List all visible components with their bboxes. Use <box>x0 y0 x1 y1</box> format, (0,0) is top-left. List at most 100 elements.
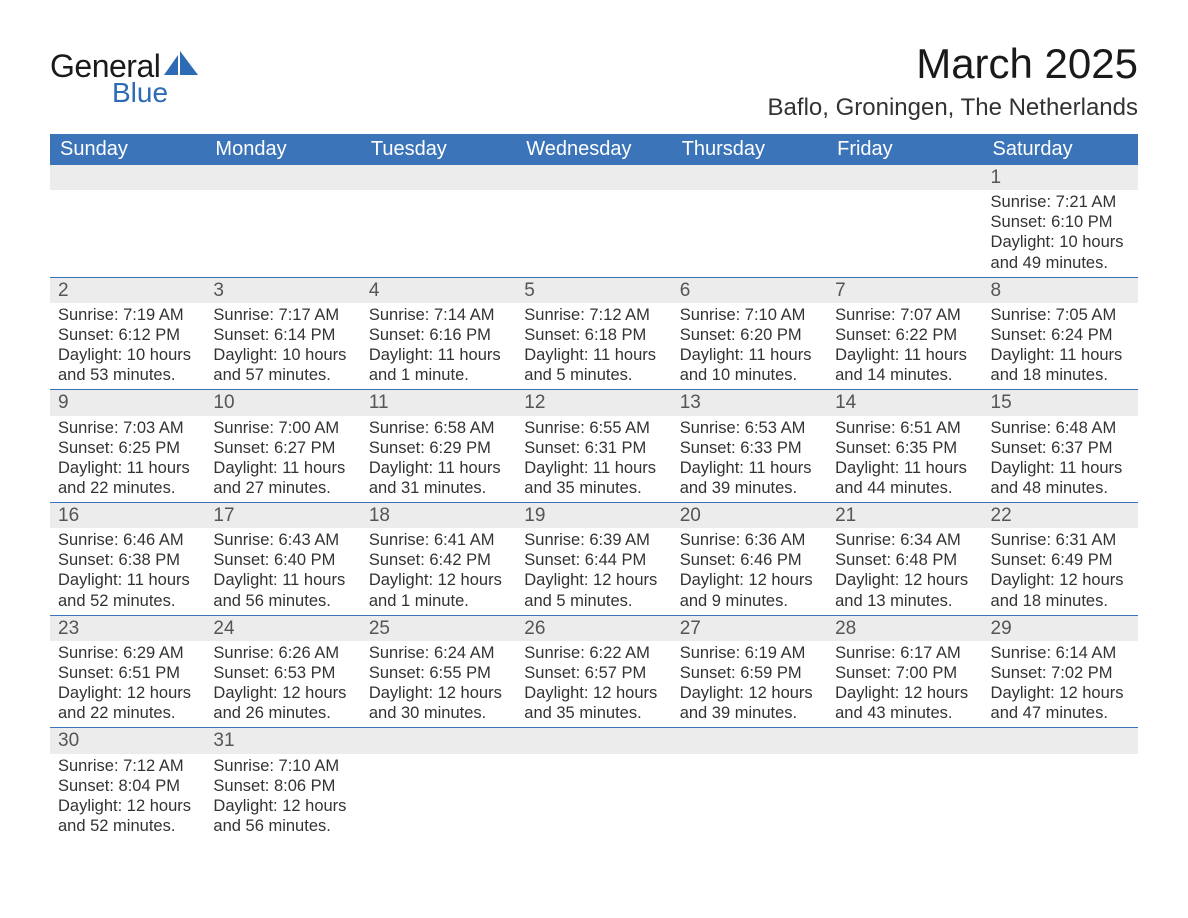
day-number: 15 <box>983 390 1138 415</box>
day-number: 30 <box>50 728 205 753</box>
daylight-text: Daylight: 12 hours and 56 minutes. <box>213 796 352 836</box>
sunrise-text: Sunrise: 6:26 AM <box>213 643 352 663</box>
day-cell-number <box>50 165 205 190</box>
day-cell-body: Sunrise: 6:41 AMSunset: 6:42 PMDaylight:… <box>361 528 516 615</box>
daylight-text: Daylight: 10 hours and 49 minutes. <box>991 232 1130 272</box>
day-details-empty <box>827 190 982 216</box>
day-details: Sunrise: 6:17 AMSunset: 7:00 PMDaylight:… <box>827 641 982 728</box>
daylight-text: Daylight: 11 hours and 27 minutes. <box>213 458 352 498</box>
day-header-row: Sunday Monday Tuesday Wednesday Thursday… <box>50 134 1138 165</box>
day-number: 25 <box>361 616 516 641</box>
day-cell-body <box>672 754 827 841</box>
day-cell-body: Sunrise: 6:34 AMSunset: 6:48 PMDaylight:… <box>827 528 982 615</box>
day-cell-number: 12 <box>516 390 671 416</box>
day-cell-number: 18 <box>361 503 516 529</box>
day-number: 6 <box>672 278 827 303</box>
day-details-empty <box>516 754 671 780</box>
day-cell-number <box>672 165 827 190</box>
daylight-text: Daylight: 11 hours and 31 minutes. <box>369 458 508 498</box>
day-cell-body <box>361 754 516 841</box>
day-details: Sunrise: 7:05 AMSunset: 6:24 PMDaylight:… <box>983 303 1138 390</box>
day-cell-body: Sunrise: 6:43 AMSunset: 6:40 PMDaylight:… <box>205 528 360 615</box>
day-number: 24 <box>205 616 360 641</box>
day-cell-number: 3 <box>205 277 360 303</box>
sunset-text: Sunset: 6:14 PM <box>213 325 352 345</box>
day-number: 27 <box>672 616 827 641</box>
sunrise-text: Sunrise: 7:17 AM <box>213 305 352 325</box>
day-details: Sunrise: 6:24 AMSunset: 6:55 PMDaylight:… <box>361 641 516 728</box>
sunrise-text: Sunrise: 7:10 AM <box>680 305 819 325</box>
sunset-text: Sunset: 6:25 PM <box>58 438 197 458</box>
sunset-text: Sunset: 6:31 PM <box>524 438 663 458</box>
sunrise-text: Sunrise: 6:46 AM <box>58 530 197 550</box>
day-cell-body: Sunrise: 7:07 AMSunset: 6:22 PMDaylight:… <box>827 303 982 390</box>
day-details-empty <box>361 754 516 780</box>
day-number-empty <box>361 165 516 190</box>
day-cell-number: 31 <box>205 728 360 754</box>
day-number: 12 <box>516 390 671 415</box>
sunset-text: Sunset: 6:38 PM <box>58 550 197 570</box>
sunrise-text: Sunrise: 7:07 AM <box>835 305 974 325</box>
sunset-text: Sunset: 7:02 PM <box>991 663 1130 683</box>
day-details: Sunrise: 7:17 AMSunset: 6:14 PMDaylight:… <box>205 303 360 390</box>
sunrise-text: Sunrise: 7:14 AM <box>369 305 508 325</box>
day-details-empty <box>672 754 827 780</box>
location-text: Baflo, Groningen, The Netherlands <box>768 94 1138 122</box>
day-cell-number: 28 <box>827 615 982 641</box>
day-cell-body: Sunrise: 6:24 AMSunset: 6:55 PMDaylight:… <box>361 641 516 728</box>
daylight-text: Daylight: 12 hours and 26 minutes. <box>213 683 352 723</box>
day-cell-number: 13 <box>672 390 827 416</box>
day-header: Wednesday <box>516 134 671 165</box>
logo-text-blue: Blue <box>112 77 198 109</box>
day-cell-number: 6 <box>672 277 827 303</box>
page-title: March 2025 <box>768 40 1138 88</box>
day-cell-number: 25 <box>361 615 516 641</box>
sunset-text: Sunset: 6:18 PM <box>524 325 663 345</box>
sunset-text: Sunset: 6:22 PM <box>835 325 974 345</box>
day-cell-body: Sunrise: 7:21 AMSunset: 6:10 PMDaylight:… <box>983 190 1138 277</box>
sunset-text: Sunset: 6:40 PM <box>213 550 352 570</box>
day-number-empty <box>361 728 516 753</box>
day-cell-body: Sunrise: 6:48 AMSunset: 6:37 PMDaylight:… <box>983 416 1138 503</box>
day-number-empty <box>983 728 1138 753</box>
sunrise-text: Sunrise: 7:21 AM <box>991 192 1130 212</box>
sunrise-text: Sunrise: 6:55 AM <box>524 418 663 438</box>
title-block: March 2025 Baflo, Groningen, The Netherl… <box>768 40 1138 122</box>
day-cell-body: Sunrise: 7:19 AMSunset: 6:12 PMDaylight:… <box>50 303 205 390</box>
day-cell-body: Sunrise: 6:29 AMSunset: 6:51 PMDaylight:… <box>50 641 205 728</box>
day-cell-body: Sunrise: 6:31 AMSunset: 6:49 PMDaylight:… <box>983 528 1138 615</box>
day-number: 5 <box>516 278 671 303</box>
daylight-text: Daylight: 11 hours and 1 minute. <box>369 345 508 385</box>
day-cell-body <box>516 190 671 277</box>
sunrise-text: Sunrise: 6:58 AM <box>369 418 508 438</box>
day-cell-number <box>516 728 671 754</box>
day-details: Sunrise: 7:10 AMSunset: 6:20 PMDaylight:… <box>672 303 827 390</box>
week-daynum-row: 2345678 <box>50 277 1138 303</box>
day-cell-body: Sunrise: 7:12 AMSunset: 6:18 PMDaylight:… <box>516 303 671 390</box>
sunset-text: Sunset: 6:51 PM <box>58 663 197 683</box>
day-cell-number: 10 <box>205 390 360 416</box>
daylight-text: Daylight: 11 hours and 18 minutes. <box>991 345 1130 385</box>
day-cell-body <box>983 754 1138 841</box>
daylight-text: Daylight: 11 hours and 52 minutes. <box>58 570 197 610</box>
sunset-text: Sunset: 6:33 PM <box>680 438 819 458</box>
week-daynum-row: 23242526272829 <box>50 615 1138 641</box>
daylight-text: Daylight: 11 hours and 10 minutes. <box>680 345 819 385</box>
daylight-text: Daylight: 12 hours and 52 minutes. <box>58 796 197 836</box>
day-cell-number: 15 <box>983 390 1138 416</box>
day-header: Friday <box>827 134 982 165</box>
day-cell-number: 19 <box>516 503 671 529</box>
sunset-text: Sunset: 6:55 PM <box>369 663 508 683</box>
day-details: Sunrise: 7:21 AMSunset: 6:10 PMDaylight:… <box>983 190 1138 277</box>
day-details: Sunrise: 7:10 AMSunset: 8:06 PMDaylight:… <box>205 754 360 841</box>
day-number: 13 <box>672 390 827 415</box>
sunrise-text: Sunrise: 6:29 AM <box>58 643 197 663</box>
day-details: Sunrise: 6:36 AMSunset: 6:46 PMDaylight:… <box>672 528 827 615</box>
sunset-text: Sunset: 6:53 PM <box>213 663 352 683</box>
day-header: Thursday <box>672 134 827 165</box>
day-number: 1 <box>983 165 1138 190</box>
day-number: 28 <box>827 616 982 641</box>
week-body-row: Sunrise: 7:19 AMSunset: 6:12 PMDaylight:… <box>50 303 1138 390</box>
daylight-text: Daylight: 12 hours and 1 minute. <box>369 570 508 610</box>
day-details: Sunrise: 6:31 AMSunset: 6:49 PMDaylight:… <box>983 528 1138 615</box>
